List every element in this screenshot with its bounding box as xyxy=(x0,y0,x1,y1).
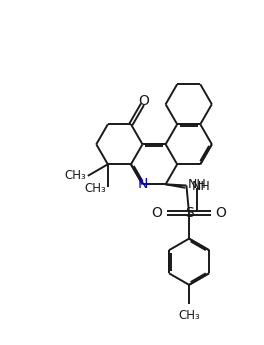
Text: O: O xyxy=(138,95,149,108)
Text: O: O xyxy=(216,206,227,220)
Text: NH: NH xyxy=(188,178,206,191)
Text: NH: NH xyxy=(192,180,211,194)
Text: CH₃: CH₃ xyxy=(178,309,200,322)
Text: CH₃: CH₃ xyxy=(85,182,107,195)
Text: O: O xyxy=(152,206,162,220)
Text: N: N xyxy=(137,177,148,191)
Text: CH₃: CH₃ xyxy=(65,169,87,181)
Text: S: S xyxy=(185,206,194,220)
